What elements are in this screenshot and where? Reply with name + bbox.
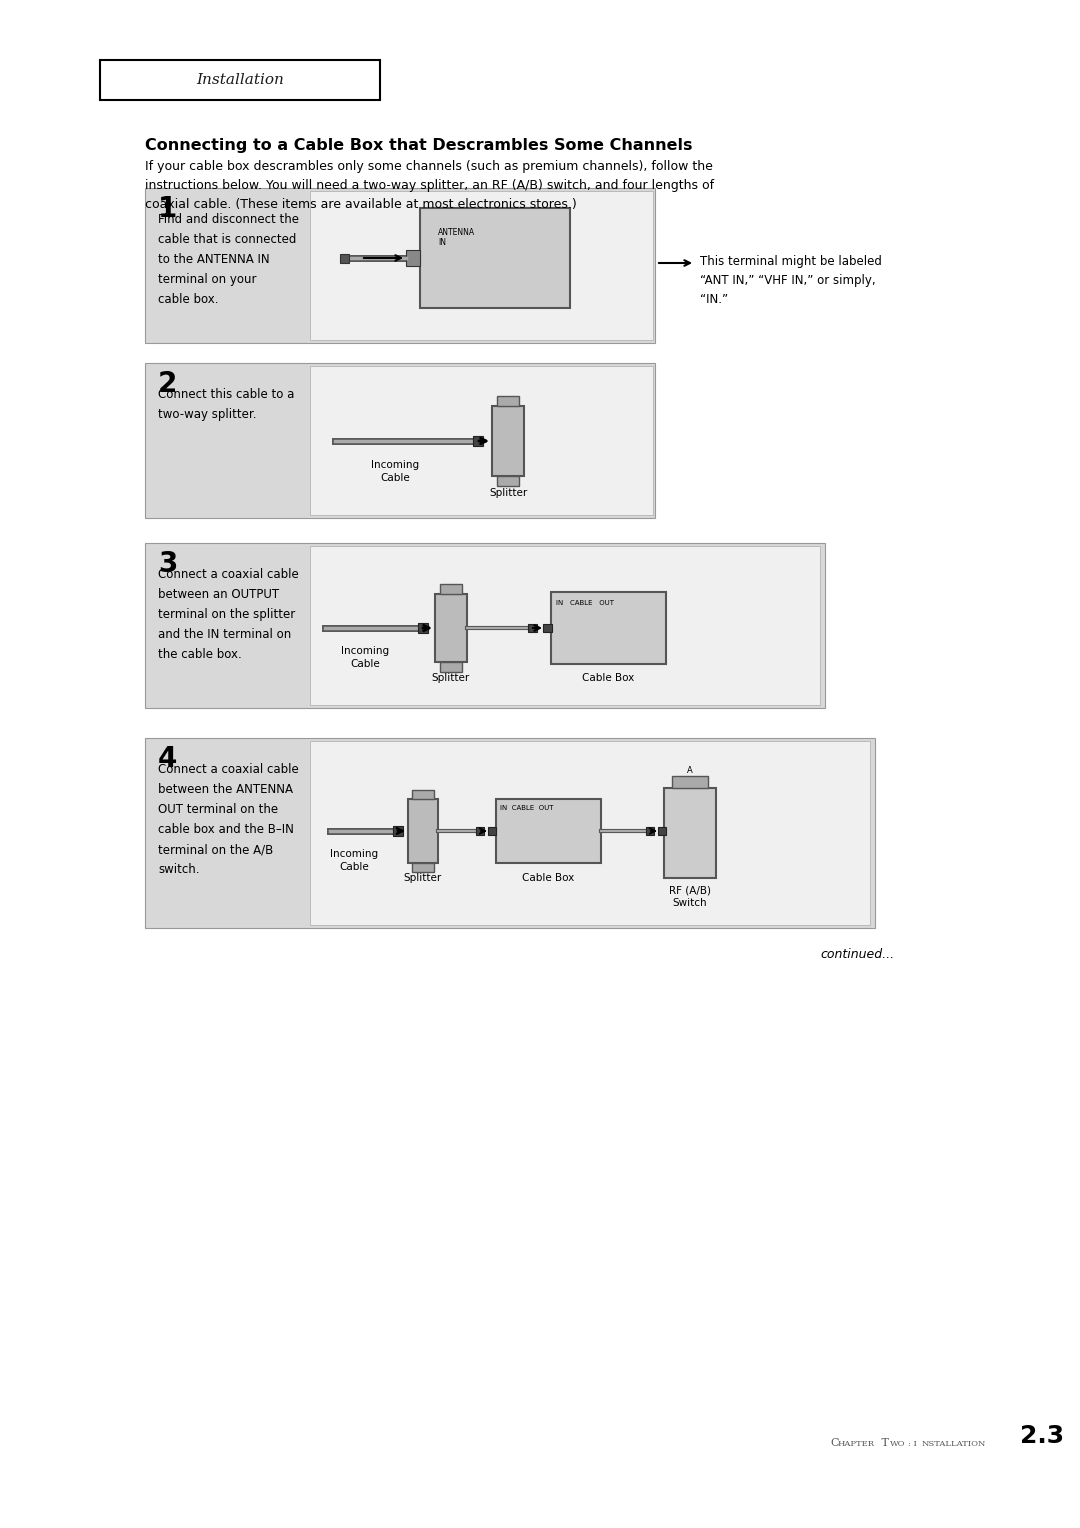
Text: Splitter: Splitter: [432, 672, 470, 683]
Text: Incoming
Cable: Incoming Cable: [370, 460, 419, 483]
Text: IN  CABLE  OUT: IN CABLE OUT: [500, 805, 554, 811]
Bar: [310, 367, 653, 515]
Bar: [492, 406, 524, 477]
Text: 4: 4: [158, 746, 177, 773]
Text: Cable Box: Cable Box: [582, 672, 634, 683]
Text: 1: 1: [158, 196, 177, 223]
Text: WO: WO: [890, 1439, 905, 1449]
Bar: [411, 863, 434, 872]
Bar: [310, 741, 870, 924]
Bar: [435, 594, 467, 662]
Text: This terminal might be labeled
“ANT IN,” “VHF IN,” or simply,
“IN.”: This terminal might be labeled “ANT IN,”…: [700, 255, 882, 306]
Bar: [488, 827, 496, 834]
Text: Incoming
Cable: Incoming Cable: [341, 646, 389, 669]
Text: Connect a coaxial cable
between the ANTENNA
OUT terminal on the
cable box and th: Connect a coaxial cable between the ANTE…: [158, 762, 299, 876]
Bar: [528, 623, 537, 633]
Bar: [658, 827, 666, 834]
Text: IN   CABLE   OUT: IN CABLE OUT: [556, 601, 615, 607]
Bar: [496, 799, 600, 863]
Bar: [672, 776, 708, 788]
Bar: [145, 542, 825, 707]
Text: continued...: continued...: [820, 947, 894, 961]
Bar: [340, 254, 349, 263]
Bar: [646, 827, 654, 834]
Bar: [543, 623, 552, 633]
Bar: [473, 435, 483, 446]
Text: If your cable box descrambles only some channels (such as premium channels), fol: If your cable box descrambles only some …: [145, 160, 714, 211]
Text: : I: : I: [908, 1439, 917, 1449]
Bar: [145, 364, 654, 518]
Bar: [420, 208, 570, 309]
Bar: [497, 477, 519, 486]
Text: NSTALLATION: NSTALLATION: [922, 1439, 986, 1449]
Text: Connecting to a Cable Box that Descrambles Some Channels: Connecting to a Cable Box that Descrambl…: [145, 138, 692, 153]
Text: HAPTER: HAPTER: [838, 1439, 875, 1449]
Bar: [408, 799, 438, 863]
Text: Connect this cable to a
two-way splitter.: Connect this cable to a two-way splitter…: [158, 388, 295, 422]
Text: Splitter: Splitter: [404, 872, 442, 883]
Text: Connect a coaxial cable
between an OUTPUT
terminal on the splitter
and the IN te: Connect a coaxial cable between an OUTPU…: [158, 568, 299, 662]
Text: Splitter: Splitter: [489, 487, 527, 498]
Text: T: T: [878, 1438, 889, 1449]
Bar: [411, 790, 434, 799]
Text: 2: 2: [158, 370, 177, 397]
Text: 2.3: 2.3: [1020, 1424, 1064, 1449]
Bar: [551, 591, 666, 665]
Bar: [418, 623, 428, 633]
Bar: [145, 188, 654, 342]
Text: RF (A/B)
Switch: RF (A/B) Switch: [669, 885, 711, 908]
Text: ANTENNA
IN: ANTENNA IN: [438, 228, 475, 248]
Text: A: A: [687, 766, 693, 775]
Bar: [440, 662, 462, 672]
Text: Find and disconnect the
cable that is connected
to the ANTENNA IN
terminal on yo: Find and disconnect the cable that is co…: [158, 212, 299, 306]
Bar: [664, 788, 716, 879]
Text: C: C: [831, 1438, 838, 1449]
Bar: [310, 191, 653, 341]
Text: Incoming
Cable: Incoming Cable: [329, 850, 378, 872]
Bar: [476, 827, 484, 834]
Text: 3: 3: [158, 550, 177, 578]
Bar: [497, 396, 519, 406]
Bar: [440, 584, 462, 594]
Text: Installation: Installation: [197, 73, 284, 87]
Bar: [406, 251, 420, 266]
Bar: [100, 60, 380, 99]
Text: Cable Box: Cable Box: [522, 872, 575, 883]
Bar: [145, 738, 875, 927]
Bar: [310, 545, 820, 704]
Bar: [393, 827, 403, 836]
